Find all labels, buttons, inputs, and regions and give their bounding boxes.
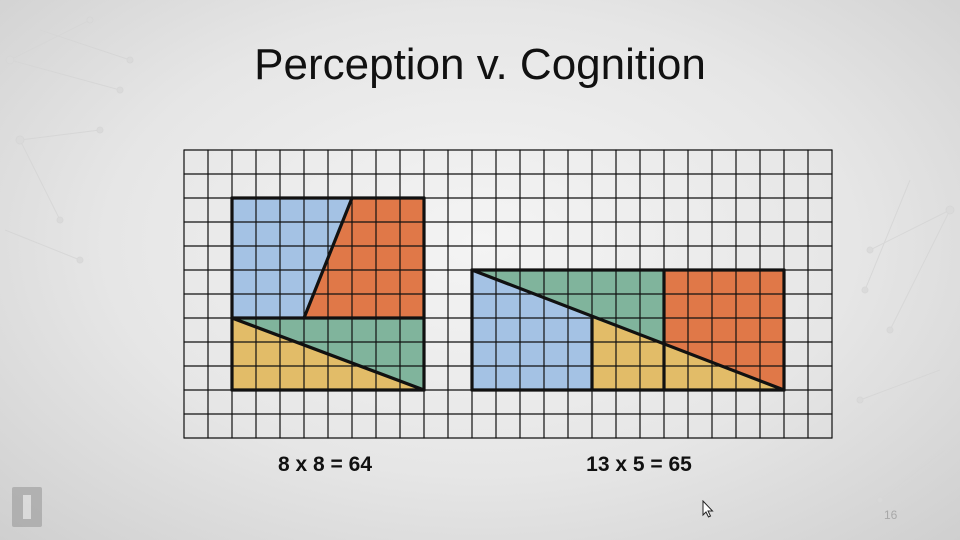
grid-lines — [183, 149, 833, 439]
left-blue-trapezoid — [232, 198, 352, 318]
caption-right-area: 13 x 5 = 65 — [586, 453, 692, 476]
slide-number: 16 — [884, 508, 898, 522]
mouse-pointer-icon — [702, 500, 714, 518]
right-diagonal-line — [470, 268, 786, 392]
left-diagonal-line — [230, 316, 426, 392]
network-decoration-right — [856, 179, 955, 504]
network-decoration-left — [4, 16, 134, 264]
right-blue-trapezoid — [472, 270, 592, 390]
piece-outlines — [230, 196, 786, 392]
left-orange-trapezoid — [304, 198, 424, 318]
illinois-logo-icon — [12, 487, 42, 527]
slide-title: Perception v. Cognition — [254, 40, 706, 89]
caption-left-area: 8 x 8 = 64 — [278, 453, 372, 476]
left-cut-line — [302, 196, 354, 320]
